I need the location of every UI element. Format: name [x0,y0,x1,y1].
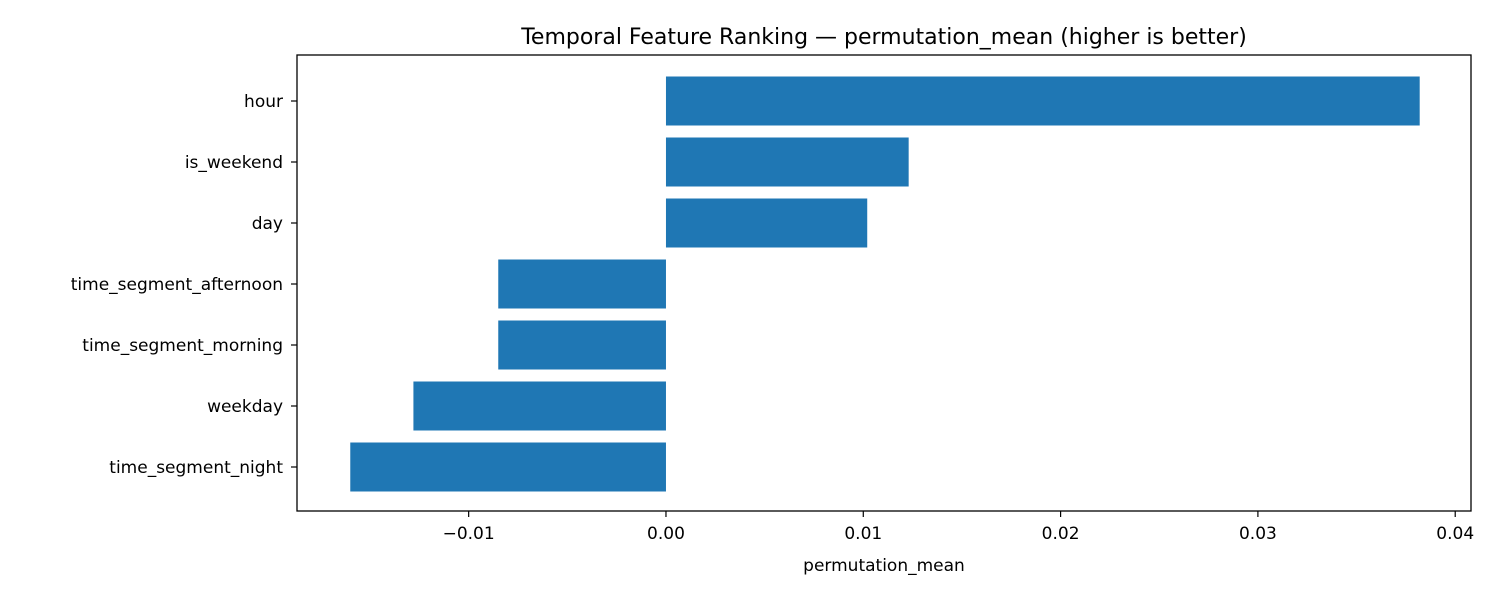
bars-layer [350,76,1420,492]
plot-frame [296,54,1472,512]
x-tick-label: 0.03 [1239,524,1277,544]
y-tick-label: day [252,214,283,234]
y-tick-label: time_segment_afternoon [71,275,283,295]
bar-time-segment-night [350,442,666,492]
bar-day [665,198,868,248]
bar-time-segment-morning [498,320,666,370]
bar-is-weekend [665,137,909,187]
y-tick-label: time_segment_night [109,458,283,478]
y-tick-label: time_segment_morning [82,336,283,356]
y-tick-label: hour [244,92,283,112]
bar-weekday [413,381,666,431]
x-tick-label: 0.01 [844,524,882,544]
y-tick-label: weekday [207,397,283,417]
x-tick-label: 0.02 [1042,524,1080,544]
x-axis-label: permutation_mean [803,556,965,576]
bar-hour [665,76,1420,126]
chart-title: Temporal Feature Ranking — permutation_m… [520,25,1247,50]
x-tick-label: 0.00 [647,524,685,544]
x-tick-label: −0.01 [443,524,495,544]
x-tick-label: 0.04 [1436,524,1474,544]
x-axis: −0.01 0.00 0.01 0.02 0.03 0.04 [443,511,1474,544]
y-tick-label: is_weekend [185,153,283,173]
bar-time-segment-afternoon [498,259,666,309]
